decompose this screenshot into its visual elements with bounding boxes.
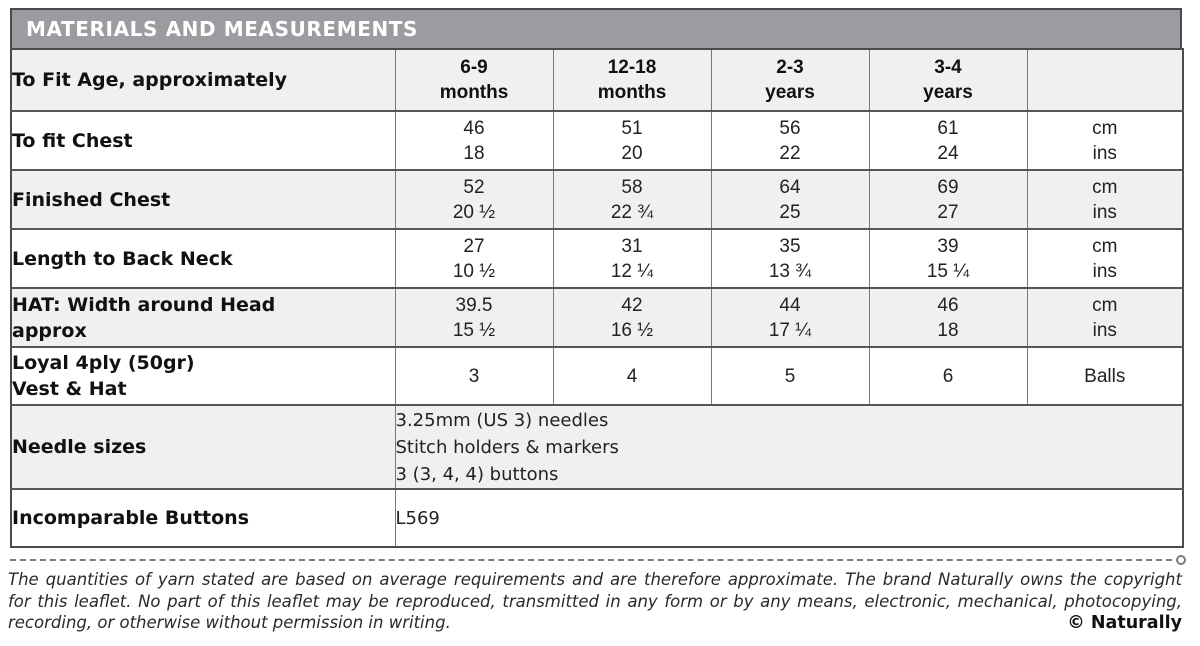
row-label: To fit Chest (11, 110, 395, 170)
value-cell: 39.5 15 ½ (394, 287, 553, 347)
value-cell: 42 16 ½ (552, 287, 711, 347)
needle-sizes-details: 3.25mm (US 3) needles Stitch holders & m… (394, 404, 1183, 489)
section-title-bar: MATERIALS AND MEASUREMENTS (10, 8, 1182, 48)
row-needle-sizes: Needle sizes 3.25mm (US 3) needles Stitc… (11, 404, 1183, 489)
value-cell: 5 (710, 346, 869, 405)
measurements-table: To Fit Age, approximately 6-9 months 12-… (10, 48, 1184, 548)
value-cell: 44 17 ¼ (710, 287, 869, 347)
value-cell: 3 (394, 346, 553, 405)
copyright-line-3-text: recording, or otherwise without permissi… (8, 613, 451, 632)
value-cell: 52 20 ½ (394, 169, 553, 229)
value-cell: 6 (868, 346, 1027, 405)
value-cell: 31 12 ¼ (552, 228, 711, 288)
units-cell: cm ins (1026, 169, 1183, 229)
value-cell: 27 10 ½ (394, 228, 553, 288)
age-col-2: 12-18 months (552, 49, 711, 111)
row-label: HAT: Width around Head approx (11, 287, 395, 347)
row-label: Incomparable Buttons (11, 488, 395, 547)
row-finished-chest: Finished Chest 52 20 ½ 58 22 ¾ 64 25 69 … (11, 169, 1183, 229)
row-label: To Fit Age, approximately (11, 49, 395, 111)
value-cell: 35 13 ¾ (710, 228, 869, 288)
units-cell: cm ins (1026, 110, 1183, 170)
row-label: Needle sizes (11, 404, 395, 489)
value-cell: 4 (552, 346, 711, 405)
age-col-3: 2-3 years (710, 49, 869, 111)
age-col-1: 6-9 months (394, 49, 553, 111)
leaflet-page: MATERIALS AND MEASUREMENTS To Fit Age, a… (8, 8, 1186, 635)
row-hat-width: HAT: Width around Head approx 39.5 15 ½ … (11, 287, 1183, 347)
value-cell: 39 15 ¼ (868, 228, 1027, 288)
row-length-to-back-neck: Length to Back Neck 27 10 ½ 31 12 ¼ 35 1… (11, 228, 1183, 288)
copyright-line-1: The quantities of yarn stated are based … (8, 570, 1182, 589)
value-cell: 46 18 (868, 287, 1027, 347)
value-cell: 64 25 (710, 169, 869, 229)
row-label: Finished Chest (11, 169, 395, 229)
copyright-brand: © Naturally (1067, 613, 1182, 633)
age-col-units-blank (1026, 49, 1183, 111)
value-cell: 46 18 (394, 110, 553, 170)
value-cell: 58 22 ¾ (552, 169, 711, 229)
row-incomparable-buttons: Incomparable Buttons L569 (11, 488, 1183, 547)
row-to-fit-chest: To fit Chest 46 18 51 20 56 22 61 24 cm … (11, 110, 1183, 170)
age-col-4: 3-4 years (868, 49, 1027, 111)
copyright-note: The quantities of yarn stated are based … (8, 569, 1182, 635)
buttons-code: L569 (394, 488, 1183, 547)
value-cell: 51 20 (552, 110, 711, 170)
row-label: Length to Back Neck (11, 228, 395, 288)
copyright-line-3: recording, or otherwise without permissi… (8, 612, 1182, 635)
copyright-line-2: for this leaflet. No part of this leafle… (8, 591, 1182, 611)
units-cell: cm ins (1026, 228, 1183, 288)
section-title: MATERIALS AND MEASUREMENTS (26, 17, 419, 41)
cut-line-end-dot (1176, 555, 1186, 565)
units-cell: Balls (1026, 346, 1183, 405)
units-cell: cm ins (1026, 287, 1183, 347)
row-to-fit-age: To Fit Age, approximately 6-9 months 12-… (11, 49, 1183, 111)
cut-line (10, 555, 1186, 565)
value-cell: 61 24 (868, 110, 1027, 170)
value-cell: 69 27 (868, 169, 1027, 229)
row-label: Loyal 4ply (50gr) Vest & Hat (11, 346, 395, 405)
value-cell: 56 22 (710, 110, 869, 170)
row-yarn-quantity: Loyal 4ply (50gr) Vest & Hat 3 4 5 6 Bal… (11, 346, 1183, 405)
